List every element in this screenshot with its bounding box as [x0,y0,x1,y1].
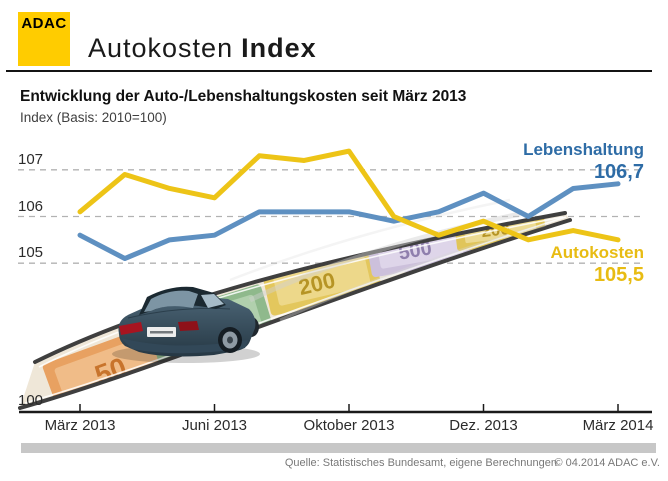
y-tick-106: 106 [18,198,44,215]
road-edge-bottom [18,218,572,410]
x-tick-oktober-2013: Oktober 2013 [303,417,395,434]
car [112,286,260,363]
y-tick-107: 107 [18,151,44,168]
chart-subtitle: Index (Basis: 2010=100) [20,110,167,125]
x-axis [19,404,652,414]
legend-autokosten: Autokosten 105,5 [551,243,645,287]
legend-autokosten-label: Autokosten [550,243,645,262]
page-title: Autokosten Index [88,33,317,64]
x-tick-dez-2013: Dez. 2013 [449,417,518,434]
car-trunk-line [127,307,231,319]
source-note: Quelle: Statistisches Bundesamt, eigene … [284,457,557,469]
x-tick-maerz-2014: März 2014 [582,417,654,434]
chart-title: Entwicklung der Auto-/Lebenshaltungskost… [20,88,467,105]
header-divider [6,70,652,72]
road-edge-top-stripe [38,216,564,368]
car-bumper [121,338,248,354]
copyright-note: © 04.2014 ADAC e.V. [554,457,660,469]
road-edge-bottom-stripe [24,216,567,404]
legend-lebenshaltung-value: 106,7 [593,161,644,183]
road-edge-top [33,211,567,364]
page-title-bold: Index [241,33,317,63]
page-title-light: Autokosten [88,33,234,63]
x-tick-maerz-2013: März 2013 [44,417,116,434]
y-tick-100: 100 [18,392,44,409]
adac-logo: ADAC [18,12,70,66]
legend-lebenshaltung-label: Lebenshaltung [523,140,644,159]
legend-autokosten-value: 105,5 [593,264,644,286]
x-tick-juni-2013: Juni 2013 [181,417,248,434]
series-lines [77,148,621,262]
y-tick-105: 105 [18,244,44,261]
car-money-road-illustration: 50 100 200 500 [18,198,572,410]
car-rear-window [144,290,198,312]
car-taillight-right [178,321,199,331]
car-taillight-left [119,322,143,335]
car-side-window [201,294,224,308]
legend-lebenshaltung: Lebenshaltung 106,7 [523,140,644,184]
adac-logo-text: ADAC [21,15,67,32]
footer-bar [21,443,656,453]
